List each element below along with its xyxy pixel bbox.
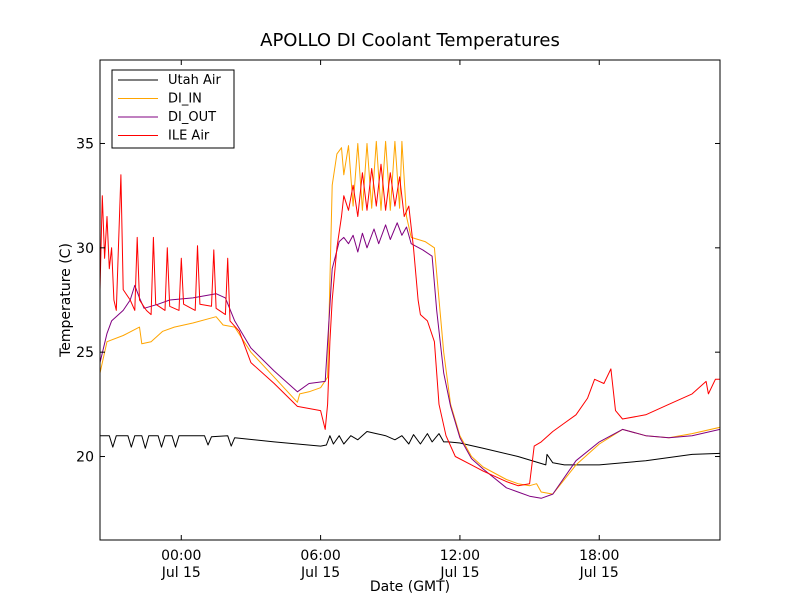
x-tick-date-label: Jul 15 bbox=[161, 565, 201, 581]
plot-frame bbox=[99, 59, 721, 541]
legend-label: DI_IN bbox=[168, 92, 202, 107]
x-tick-date-label: Jul 15 bbox=[300, 565, 340, 581]
x-axis-label: Date (GMT) bbox=[370, 579, 450, 595]
series-line-ile-air bbox=[100, 163, 720, 487]
y-tick-label: 25 bbox=[76, 345, 94, 361]
y-axis-label: Temperature (C) bbox=[58, 243, 74, 358]
x-tick-label: 06:00 bbox=[300, 548, 340, 564]
chart-title: APOLLO DI Coolant Temperatures bbox=[260, 30, 560, 51]
series-line-di-in bbox=[100, 140, 720, 495]
x-tick-date-label: Jul 15 bbox=[579, 565, 619, 581]
legend-label: ILE Air bbox=[168, 129, 210, 144]
legend: Utah Air DI_IN DI_OUT ILE Air bbox=[111, 69, 235, 149]
series-line-di-out bbox=[100, 222, 720, 499]
x-tick-label: 12:00 bbox=[440, 548, 480, 564]
legend-label: Utah Air bbox=[168, 73, 221, 88]
x-tick-label: 18:00 bbox=[579, 548, 619, 564]
legend-label: DI_OUT bbox=[168, 110, 216, 125]
x-tick-date-label: Jul 15 bbox=[439, 565, 479, 581]
y-tick-label: 35 bbox=[76, 136, 94, 152]
y-tick-label: 20 bbox=[76, 450, 94, 466]
x-tick-label: 00:00 bbox=[161, 548, 201, 564]
series-line-utah-air bbox=[100, 431, 720, 466]
y-tick-label: 30 bbox=[76, 241, 94, 257]
